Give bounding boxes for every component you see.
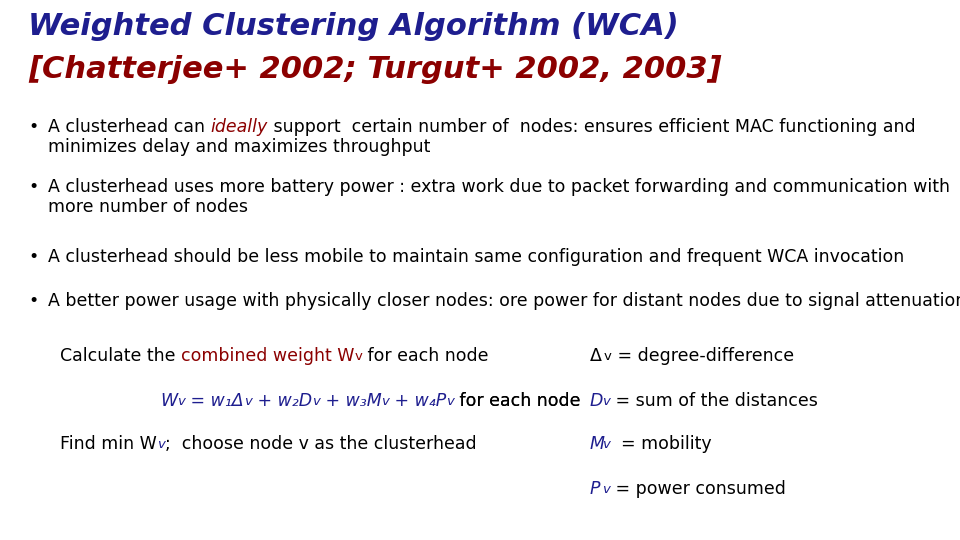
Text: more number of nodes: more number of nodes bbox=[48, 198, 248, 216]
Text: [Chatterjee+ 2002; Turgut+ 2002, 2003]: [Chatterjee+ 2002; Turgut+ 2002, 2003] bbox=[28, 55, 722, 84]
Text: for each node: for each node bbox=[454, 392, 581, 410]
Text: v: v bbox=[602, 395, 610, 408]
Text: •: • bbox=[28, 292, 38, 310]
Text: Weighted Clustering Algorithm (WCA): Weighted Clustering Algorithm (WCA) bbox=[28, 12, 679, 41]
Text: A clusterhead can: A clusterhead can bbox=[48, 118, 210, 136]
Text: support  certain number of  nodes: ensures efficient MAC functioning and: support certain number of nodes: ensures… bbox=[268, 118, 916, 136]
Text: v: v bbox=[312, 395, 320, 408]
Text: v: v bbox=[381, 395, 389, 408]
Text: for each node: for each node bbox=[454, 392, 581, 410]
Text: ;  choose node v as the clusterhead: ; choose node v as the clusterhead bbox=[164, 435, 476, 453]
Text: v: v bbox=[244, 395, 252, 408]
Text: v: v bbox=[604, 350, 612, 363]
Text: W: W bbox=[160, 392, 178, 410]
Text: minimizes delay and maximizes throughput: minimizes delay and maximizes throughput bbox=[48, 138, 430, 156]
Text: A better power usage with physically closer nodes: ore power for distant nodes d: A better power usage with physically clo… bbox=[48, 292, 960, 310]
Text: = w₁Δ: = w₁Δ bbox=[185, 392, 244, 410]
Text: A clusterhead uses more battery power : extra work due to packet forwarding and : A clusterhead uses more battery power : … bbox=[48, 178, 950, 196]
Text: v: v bbox=[602, 483, 610, 496]
Text: Calculate the: Calculate the bbox=[60, 347, 181, 365]
Text: v: v bbox=[354, 350, 362, 363]
Text: v: v bbox=[156, 438, 164, 451]
Text: = degree-difference: = degree-difference bbox=[612, 347, 794, 365]
Text: + w₃M: + w₃M bbox=[320, 392, 381, 410]
Text: = sum of the distances: = sum of the distances bbox=[610, 392, 818, 410]
Text: + w₂D: + w₂D bbox=[252, 392, 312, 410]
Text: Δ: Δ bbox=[590, 347, 602, 365]
Text: Find min W: Find min W bbox=[60, 435, 156, 453]
Text: = mobility: = mobility bbox=[610, 435, 711, 453]
Text: P: P bbox=[590, 480, 601, 498]
Text: D: D bbox=[590, 392, 604, 410]
Text: •: • bbox=[28, 248, 38, 266]
Text: ideally: ideally bbox=[210, 118, 268, 136]
Text: combined weight W: combined weight W bbox=[181, 347, 354, 365]
Text: •: • bbox=[28, 118, 38, 136]
Text: v: v bbox=[602, 438, 610, 451]
Text: + w₄P: + w₄P bbox=[389, 392, 446, 410]
Text: v: v bbox=[446, 395, 454, 408]
Text: •: • bbox=[28, 178, 38, 196]
Text: for each node: for each node bbox=[362, 347, 489, 365]
Text: v: v bbox=[178, 395, 185, 408]
Text: = power consumed: = power consumed bbox=[610, 480, 786, 498]
Text: A clusterhead should be less mobile to maintain same configuration and frequent : A clusterhead should be less mobile to m… bbox=[48, 248, 904, 266]
Text: M: M bbox=[590, 435, 605, 453]
